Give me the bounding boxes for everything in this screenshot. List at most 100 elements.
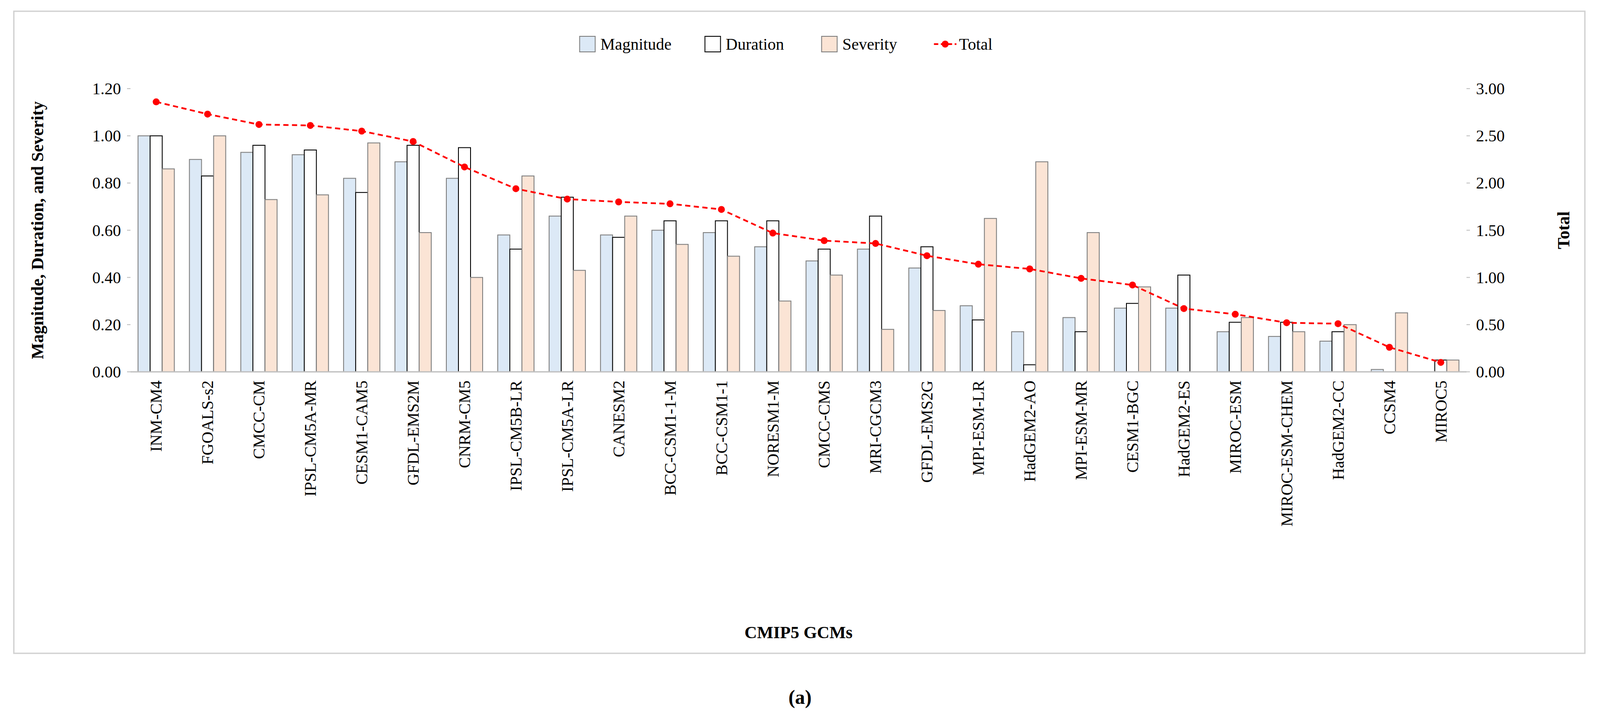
y2-tick xyxy=(1466,135,1470,137)
y-tick-label: 0.60 xyxy=(92,221,122,240)
legend-label: Total xyxy=(959,34,993,54)
bar xyxy=(1165,308,1178,372)
x-tick-label: MIROC5 xyxy=(1431,380,1451,443)
x-tick-label: BCC-CSM1-1-M xyxy=(661,380,680,496)
x-tick-label: FGOALS-s2 xyxy=(198,380,217,465)
x-tick-label: CESM1-BGC xyxy=(1123,380,1142,473)
bar xyxy=(960,305,973,372)
plot-marks xyxy=(137,98,1459,372)
x-tick-label: CANESM2 xyxy=(609,380,628,457)
bar xyxy=(817,248,831,372)
x-tick-label: HadGEM2-AO xyxy=(1020,380,1039,482)
total-marker xyxy=(203,110,211,118)
y-tick-label: 0.80 xyxy=(92,173,122,192)
bar xyxy=(1217,331,1230,372)
bar xyxy=(201,175,214,372)
x-tick-label: MIROC-ESM xyxy=(1226,380,1245,474)
legend: MagnitudeDurationSeverityTotal xyxy=(579,34,993,54)
total-marker xyxy=(820,237,828,245)
x-tick-label: MIROC-ESM-CHEM xyxy=(1277,380,1296,527)
bar xyxy=(1395,312,1408,372)
x-tick-label: GFDL-EMS2M xyxy=(403,380,423,486)
y2-tick xyxy=(1466,88,1470,90)
x-tick-label: CESM1-CAM5 xyxy=(352,380,371,485)
bar xyxy=(1177,274,1190,372)
bar xyxy=(984,218,997,372)
total-marker xyxy=(409,137,417,145)
x-tick-label: BCC-CSM1-1 xyxy=(712,380,731,476)
total-marker xyxy=(615,198,623,206)
y-tick xyxy=(127,135,131,137)
x-tick-label: CMCC-CM xyxy=(249,380,268,459)
y2-tick xyxy=(1466,182,1470,184)
total-marker xyxy=(1231,310,1239,318)
total-marker xyxy=(255,120,263,128)
bar xyxy=(343,178,356,372)
x-tick-label: MRI-CGCM3 xyxy=(866,380,885,474)
x-tick-label: INM-CM4 xyxy=(146,380,166,452)
y2-tick-label: 2.00 xyxy=(1475,173,1505,192)
y2-tick-label: 1.50 xyxy=(1475,221,1505,240)
legend-swatch xyxy=(821,36,838,52)
total-marker xyxy=(1334,320,1342,328)
bar xyxy=(1332,331,1345,372)
bar xyxy=(419,232,432,372)
y-tick-label: 1.00 xyxy=(92,126,122,145)
total-marker xyxy=(306,121,314,129)
bar xyxy=(715,220,728,372)
bar xyxy=(549,216,562,372)
bar xyxy=(881,329,894,372)
total-marker xyxy=(512,184,520,192)
bar xyxy=(1126,303,1139,372)
y2-tick-label: 2.50 xyxy=(1475,126,1505,145)
x-axis-title: CMIP5 GCMs xyxy=(744,622,853,642)
bar xyxy=(676,244,689,372)
legend-label: Severity xyxy=(842,34,898,54)
bar xyxy=(612,237,625,372)
bar xyxy=(1320,340,1333,372)
legend-label: Magnitude xyxy=(600,34,672,54)
bar xyxy=(162,168,175,372)
total-marker xyxy=(358,127,366,135)
y-tick xyxy=(127,276,131,278)
y-tick-label: 0.40 xyxy=(92,268,122,287)
total-marker xyxy=(1129,281,1136,289)
x-tick-label: CMCC-CMS xyxy=(814,380,834,468)
y-tick xyxy=(127,371,131,373)
x-tick-label: HadGEM2-CC xyxy=(1329,380,1348,480)
y2-tick xyxy=(1466,371,1470,373)
x-tick-label: GFDL-EMS2G xyxy=(917,380,936,483)
total-marker xyxy=(974,260,982,268)
bar xyxy=(264,199,277,372)
bar xyxy=(1292,331,1305,372)
bar xyxy=(149,135,163,372)
y-tick xyxy=(127,324,131,325)
bar xyxy=(1087,232,1100,372)
bar xyxy=(766,220,780,372)
bar xyxy=(1280,321,1293,372)
bar xyxy=(316,194,329,372)
bar xyxy=(1138,286,1151,373)
bar xyxy=(908,267,921,372)
total-marker xyxy=(1437,358,1445,366)
bar xyxy=(573,270,586,372)
bar xyxy=(652,230,665,373)
y2-tick-label: 1.00 xyxy=(1475,268,1505,287)
bar xyxy=(664,220,677,372)
total-marker xyxy=(1180,305,1188,312)
bar xyxy=(1011,331,1024,372)
y2-tick xyxy=(1466,229,1470,231)
y-tick xyxy=(127,88,131,90)
total-marker xyxy=(1077,274,1085,282)
total-marker xyxy=(871,239,879,247)
bar xyxy=(1447,359,1460,372)
x-tick-label: IPSL-CM5B-LR xyxy=(506,379,525,491)
bar xyxy=(857,248,870,372)
bar xyxy=(355,192,368,372)
bar xyxy=(367,143,380,372)
total-marker xyxy=(666,200,674,207)
bar xyxy=(727,256,740,372)
frame xyxy=(13,11,1585,653)
total-marker xyxy=(923,251,931,259)
bar xyxy=(932,310,945,372)
